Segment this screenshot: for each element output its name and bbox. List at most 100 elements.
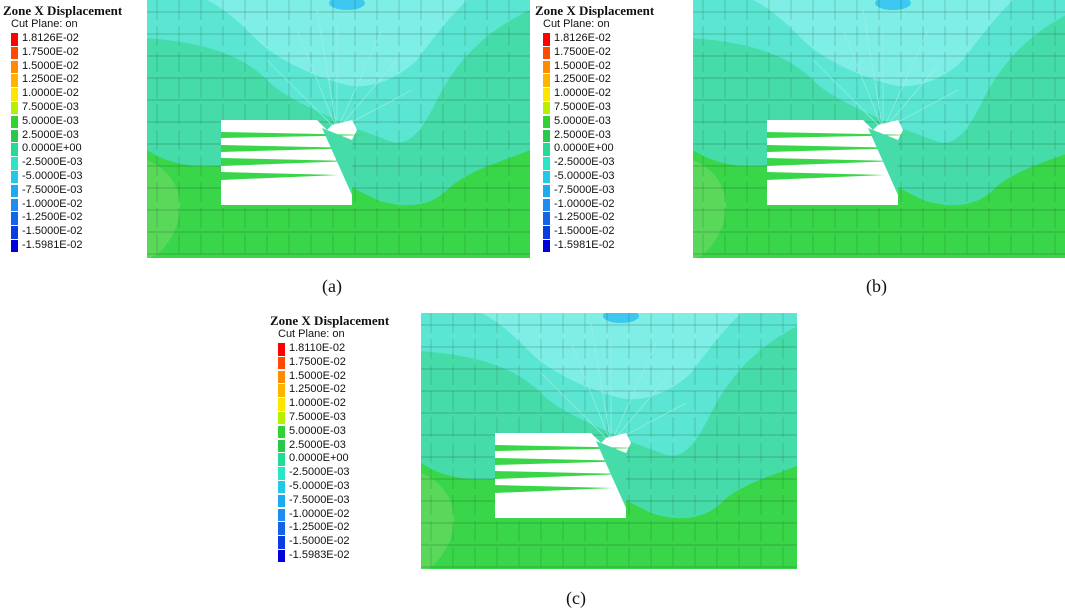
legend-entry-label: -1.5000E-02 xyxy=(289,535,350,548)
legend-swatch xyxy=(11,101,18,115)
radial-line xyxy=(610,372,672,444)
legend-title: Zone X Displacement xyxy=(3,3,123,18)
legend-swatch xyxy=(543,226,550,239)
legend-entry-label: 1.5000E-02 xyxy=(289,369,346,382)
legend-entry-label: 1.0000E-02 xyxy=(554,87,611,100)
legend-swatch xyxy=(543,101,550,115)
legend-title: Zone X Displacement xyxy=(535,3,655,18)
legend-swatch xyxy=(278,494,285,508)
legend-swatch xyxy=(278,467,285,480)
legend-entry-label: -5.0000E-03 xyxy=(554,169,615,182)
legend-swatch xyxy=(11,198,18,212)
legend-entry-label: 0.0000E+00 xyxy=(289,452,349,465)
radial-line xyxy=(882,59,944,131)
legend-entry-label: 1.8126E-02 xyxy=(554,32,611,44)
legend-entry-label: -1.5983E-02 xyxy=(289,548,350,561)
legend-entry-label: -2.5000E-03 xyxy=(289,466,350,479)
legend-entry-label: 1.7500E-02 xyxy=(554,45,611,58)
panel-b: Zone X Displacement Cut Plane: on 1.8126… xyxy=(0,0,1065,300)
legend-entry-label: -1.2500E-02 xyxy=(289,521,350,534)
radial-line xyxy=(336,59,398,131)
legend-entry-label: -7.5000E-03 xyxy=(289,493,350,506)
radial-line xyxy=(316,9,338,131)
legend-swatch xyxy=(11,88,18,101)
legend-entry-label: -1.0000E-02 xyxy=(289,507,350,520)
radial-line xyxy=(590,322,612,444)
opening-wedge xyxy=(221,158,351,166)
opening-wedge xyxy=(495,458,635,465)
legend-entry-label: 7.5000E-03 xyxy=(22,100,79,113)
radial-line xyxy=(882,29,929,131)
contour-plot-c xyxy=(421,313,797,569)
legend-swatch xyxy=(543,212,550,225)
legend-swatch xyxy=(278,522,285,535)
legend-swatch xyxy=(278,508,285,522)
legend-subtitle: Cut Plane: on xyxy=(11,18,78,30)
legend-swatch xyxy=(543,198,550,212)
legend-entry-label: -1.5000E-02 xyxy=(554,225,615,238)
contour-plot-b xyxy=(693,0,1065,258)
opening-wedge xyxy=(767,132,917,138)
legend-swatch xyxy=(278,439,285,453)
legend-swatch xyxy=(543,74,550,87)
legend-swatch xyxy=(543,157,550,170)
opening-wedge xyxy=(495,471,625,479)
legend-entry-label: -1.0000E-02 xyxy=(554,197,615,210)
legend-swatch xyxy=(11,184,18,198)
legend-swatch xyxy=(11,129,18,143)
radial-line xyxy=(266,59,338,131)
legend-swatch xyxy=(543,33,550,46)
radial-line xyxy=(610,342,657,444)
field-spot-blue xyxy=(329,0,365,10)
opening-wedge xyxy=(221,172,339,180)
radial-line xyxy=(540,372,612,444)
radial-line xyxy=(842,29,884,131)
legend-swatch xyxy=(11,143,18,156)
panel-a: Zone X Displacement Cut Plane: on 1.8126… xyxy=(0,0,540,300)
legend-entry-label: -2.5000E-03 xyxy=(554,156,615,169)
field-spot-blue xyxy=(875,0,911,10)
field-zone-lower-left xyxy=(693,160,727,258)
field-zone-lower-left xyxy=(147,160,181,258)
legend-swatch xyxy=(278,398,285,411)
legend-swatch xyxy=(543,239,550,253)
legend-entry-label: 5.0000E-03 xyxy=(22,114,79,127)
legend-entry-label: -1.2500E-02 xyxy=(22,211,83,224)
legend-entry-label: -7.5000E-03 xyxy=(22,183,83,196)
legend-swatch xyxy=(543,60,550,74)
legend-entry-label: -1.5000E-02 xyxy=(22,225,83,238)
legend-entry-label: -1.2500E-02 xyxy=(554,211,615,224)
legend-swatch xyxy=(11,115,18,129)
legend-swatch xyxy=(11,74,18,87)
legend-swatch xyxy=(543,129,550,143)
caption-a: (a) xyxy=(322,276,342,296)
legend-swatch xyxy=(278,453,285,466)
legend-entry-label: 7.5000E-03 xyxy=(554,100,611,113)
legend-entry-label: -7.5000E-03 xyxy=(554,183,615,196)
legend-swatch xyxy=(543,46,550,60)
radial-line xyxy=(862,9,884,131)
legend-entry-label: -1.5981E-02 xyxy=(554,238,615,251)
radial-line xyxy=(812,59,884,131)
legend-entry-label: -1.5981E-02 xyxy=(22,238,83,251)
legend-swatch xyxy=(11,170,18,184)
legend-entry-label: -5.0000E-03 xyxy=(289,479,350,492)
legend-entry-label: 1.7500E-02 xyxy=(289,355,346,368)
legend-swatch xyxy=(543,115,550,129)
legend-entry-label: 1.2500E-02 xyxy=(22,73,79,86)
radial-line xyxy=(296,29,338,131)
opening-wedge xyxy=(767,158,897,166)
opening-wedge xyxy=(767,172,885,180)
legend-swatch xyxy=(11,33,18,46)
legend-entry-label: 2.5000E-03 xyxy=(22,128,79,141)
contour-svg-c xyxy=(421,313,797,569)
legend-subtitle: Cut Plane: on xyxy=(543,18,610,30)
legend-entry-label: 2.5000E-03 xyxy=(554,128,611,141)
legend-swatch xyxy=(543,184,550,198)
opening-wedge xyxy=(221,145,361,152)
legend-entry-label: 1.7500E-02 xyxy=(22,45,79,58)
legend-swatch xyxy=(543,170,550,184)
opening-wedge-right xyxy=(322,128,352,195)
legend-swatch xyxy=(11,226,18,239)
